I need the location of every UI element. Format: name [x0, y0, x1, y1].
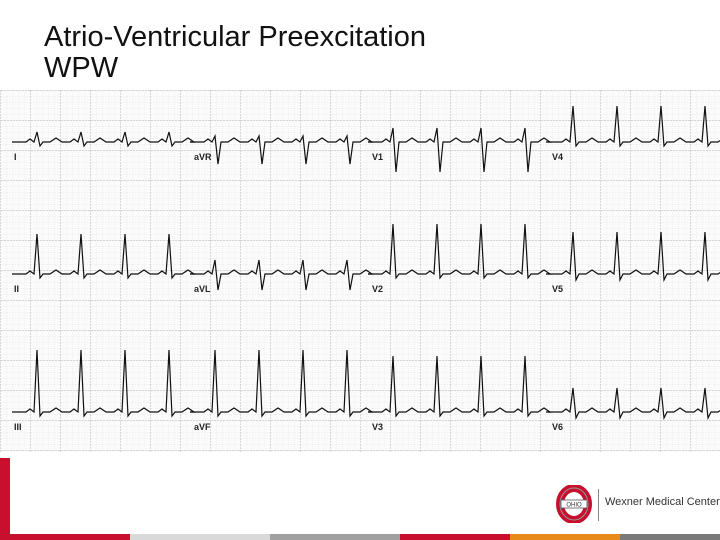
ecg-trace-avf [190, 349, 374, 418]
block-o-icon: OHIO [556, 485, 592, 523]
red-accent [0, 458, 10, 540]
lead-label: III [14, 422, 22, 432]
lead-label: V4 [552, 152, 563, 162]
lead-label: V2 [372, 284, 383, 294]
footer-color-bar [10, 534, 720, 540]
ecg-trace-v1 [368, 127, 552, 173]
lead-label: aVF [194, 422, 211, 432]
ecg-trace-v2 [368, 223, 552, 280]
ecg-traces [12, 105, 720, 421]
ecg-trace-avl [190, 259, 374, 291]
lead-label: II [14, 284, 19, 294]
slide-title: Atrio-Ventricular Preexcitation WPW [44, 22, 426, 84]
lead-label: V5 [552, 284, 563, 294]
logo-divider [598, 489, 599, 521]
lead-label: V3 [372, 422, 383, 432]
footer-segment [10, 534, 130, 540]
title-line-1: Atrio-Ventricular Preexcitation [44, 21, 426, 53]
ecg-trace-iii [12, 349, 196, 418]
ecg-trace-v5 [548, 231, 720, 283]
ecg-trace-ii [12, 233, 196, 280]
footer-segment [620, 534, 720, 540]
svg-text:OHIO: OHIO [566, 503, 582, 509]
footer-segment [510, 534, 620, 540]
footer-segment [130, 534, 270, 540]
lead-label: aVR [194, 152, 212, 162]
footer-segment [400, 534, 510, 540]
footer-segment [270, 534, 400, 540]
logo-text: Wexner Medical Center [605, 496, 720, 508]
lead-label: V1 [372, 152, 383, 162]
lead-label: V6 [552, 422, 563, 432]
ecg-trace-v4 [548, 105, 720, 148]
title-line-2: WPW [44, 52, 119, 84]
ecg-trace-avr [190, 133, 374, 165]
ecg-grid [0, 90, 720, 452]
lead-label: I [14, 152, 17, 162]
ecg-trace-v6 [548, 387, 720, 421]
lead-label: aVL [194, 284, 211, 294]
ecg-trace-i [12, 131, 196, 148]
wexner-logo: OHIO Wexner Medical Center [555, 485, 720, 525]
ecg-trace-v3 [368, 355, 552, 418]
